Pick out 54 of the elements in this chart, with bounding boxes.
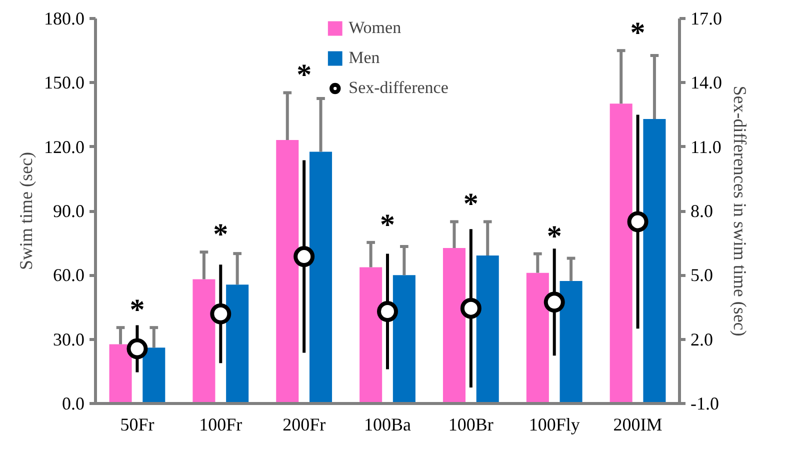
y2-tick-label: 8.0 [690, 201, 713, 221]
legend-label: Men [348, 48, 380, 68]
y2-tick-label: -1.0 [690, 394, 719, 414]
annotation: * [463, 188, 478, 221]
bar [192, 279, 216, 404]
y-tick-label: 120.0 [44, 136, 84, 157]
point [544, 292, 565, 313]
y2-tick-label: 14.0 [690, 72, 722, 93]
bar [142, 348, 166, 404]
bar [392, 275, 416, 404]
bar [560, 280, 582, 404]
bar [610, 104, 632, 404]
y-axis-title: Swim time (sec) [16, 152, 36, 270]
point [377, 301, 398, 322]
x-tick-label: 100Br [448, 414, 494, 434]
y-tick-label: 0.0 [62, 394, 84, 414]
y-tick-label: 150.0 [44, 72, 84, 93]
x-tick-label: 50Fr [120, 414, 154, 434]
point [627, 211, 648, 232]
annotation: * [130, 294, 145, 327]
y2-tick-label: 5.0 [690, 265, 713, 286]
y-tick-label: 90.0 [53, 201, 84, 221]
y2-axis-title: Sex-differences in swim time (sec) [730, 86, 750, 336]
bar [276, 140, 299, 404]
bar [309, 152, 332, 404]
point [460, 298, 482, 319]
y-tick-label: 30.0 [53, 329, 84, 350]
bar [526, 272, 549, 404]
bar [476, 255, 499, 404]
annotation: * [630, 16, 646, 50]
x-tick-label: 100Fr [199, 414, 242, 434]
y-tick-label: 60.0 [53, 265, 84, 286]
annotation: * [546, 220, 562, 253]
y2-tick-label: 17.0 [690, 8, 722, 28]
y-tick-label: 180.0 [44, 8, 84, 28]
point [294, 246, 315, 268]
x-tick-label: 200IM [613, 414, 662, 434]
bar [360, 267, 382, 404]
x-tick-label: 100Ba [364, 414, 412, 434]
bar [109, 344, 132, 404]
y2-tick-label: 11.0 [690, 136, 722, 157]
annotation: * [380, 208, 395, 242]
legend-label: Sex-difference [348, 78, 448, 98]
y2-tick-label: 2.0 [690, 329, 713, 350]
x-tick-label: 100Fly [528, 414, 580, 434]
annotation: * [296, 58, 312, 92]
bar [442, 248, 466, 404]
point [126, 338, 148, 360]
bar [226, 284, 249, 404]
point [210, 303, 232, 324]
annotation: * [213, 218, 228, 252]
bar [643, 119, 666, 404]
legend-label: Women [348, 18, 402, 38]
x-tick-label: 200Fr [282, 414, 326, 434]
